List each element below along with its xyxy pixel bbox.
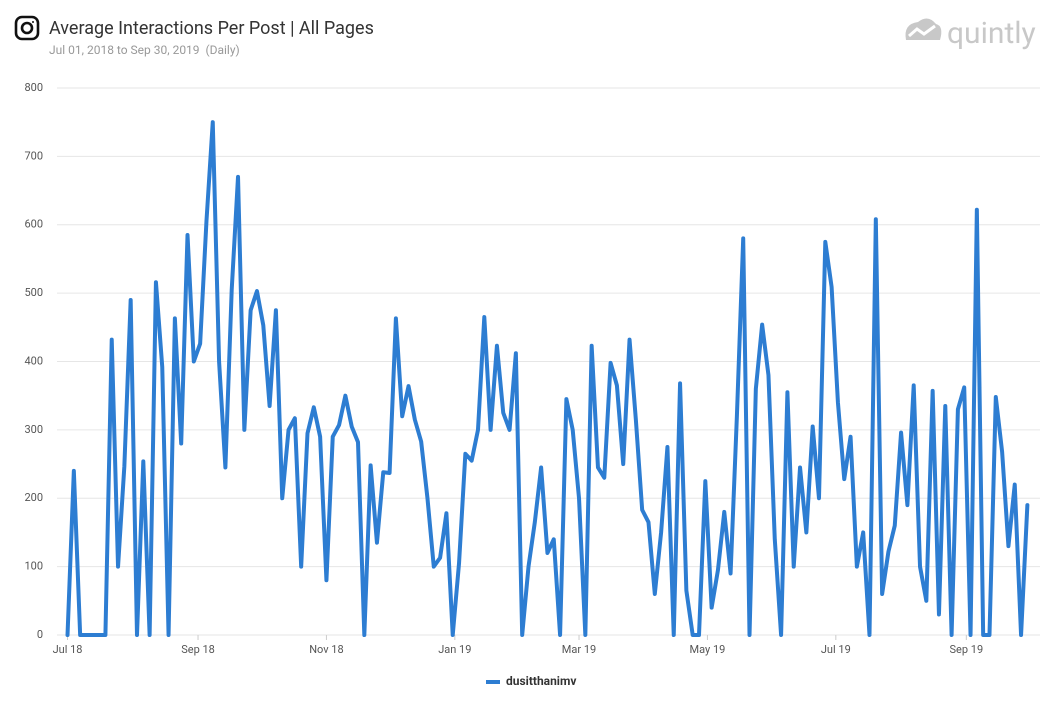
y-tick-label: 500	[24, 286, 43, 299]
x-tick-label: Mar 19	[562, 643, 596, 656]
y-tick-label: 400	[24, 354, 43, 367]
data-line	[65, 120, 1030, 637]
brand-name: quintly	[947, 16, 1036, 51]
chart-title: Average Interactions Per Post | All Page…	[49, 18, 374, 39]
y-tick-label: 200	[24, 491, 43, 504]
brand-logo: quintly	[905, 16, 1036, 51]
x-tick-label: Sep 19	[950, 643, 984, 656]
instagram-icon	[14, 15, 40, 41]
x-tick-label: Jul 19	[821, 643, 851, 656]
y-tick-label: 300	[24, 423, 43, 436]
y-tick-label: 0	[37, 628, 43, 641]
chart-subtitle: Jul 01, 2018 to Sep 30, 2019 (Daily)	[49, 43, 240, 57]
x-tick-label: Sep 18	[181, 643, 215, 656]
legend-label: dusitthanimv	[506, 674, 576, 688]
y-tick-label: 800	[24, 81, 43, 94]
y-tick-label: 700	[24, 149, 43, 162]
x-tick-label: Jan 19	[438, 643, 471, 656]
y-tick-label: 600	[24, 218, 43, 231]
x-tick-label: Nov 18	[309, 643, 343, 656]
x-tick-label: May 19	[690, 643, 726, 656]
y-tick-label: 100	[24, 560, 43, 573]
x-tick-label: Jul 18	[53, 643, 83, 656]
